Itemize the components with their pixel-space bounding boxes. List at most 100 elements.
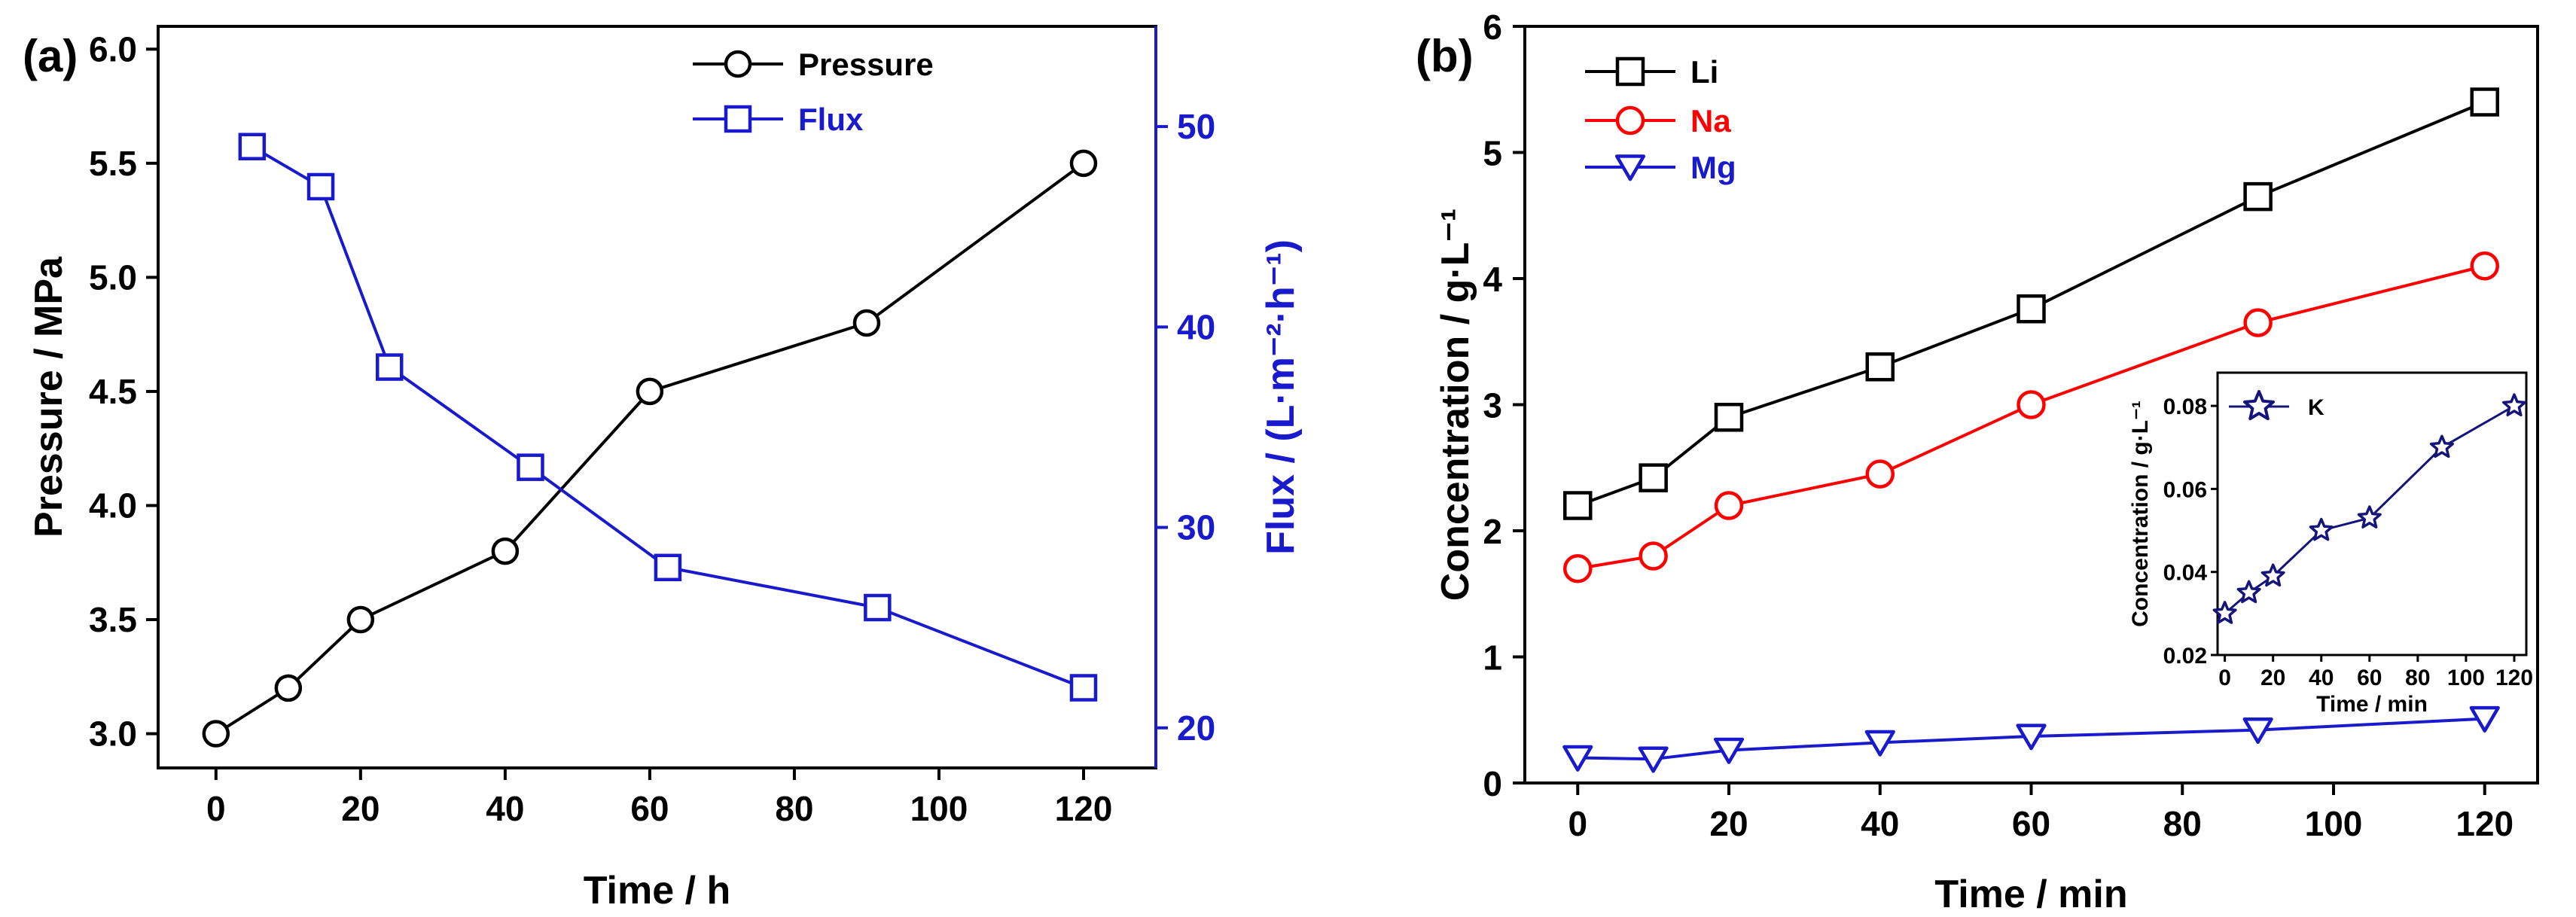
data-point-li	[1714, 403, 1744, 432]
legend-label-pressure: Pressure	[798, 47, 934, 82]
data-point-flux	[864, 593, 892, 622]
data-point-na	[1639, 541, 1668, 571]
y-tick-label: 5	[1483, 134, 1502, 173]
data-point-pressure	[202, 720, 230, 748]
inset-data-point-k	[2429, 434, 2454, 458]
x-tick-label: 80	[775, 789, 813, 828]
x-tick-label: 120	[2456, 804, 2514, 843]
x-tick-label: 60	[630, 789, 669, 828]
inset-y-axis-title: Concentration / g·L⁻¹	[2128, 401, 2153, 627]
inset-data-point-k	[2212, 601, 2237, 624]
x-axis-title: Time / h	[584, 869, 731, 912]
legend-marker-li	[1615, 56, 1645, 87]
x-tick-label: 0	[206, 789, 226, 828]
inset-x-tick-label: 100	[2447, 666, 2485, 690]
y2-tick-label: 20	[1177, 708, 1215, 748]
y-tick-label: 4.5	[89, 372, 137, 411]
data-point-pressure	[346, 605, 375, 634]
data-point-na	[1865, 459, 1895, 489]
y-tick-label: 3	[1483, 386, 1502, 425]
chart-panel-b: 0 20 40 60 80 100 120 0 1 2 3 4 5 6 Time / min Concentr…	[1416, 8, 2539, 916]
data-point-li	[1639, 463, 1668, 492]
x-tick-label: 20	[341, 789, 380, 828]
x-tick-label: 0	[1568, 804, 1587, 843]
data-point-flux	[238, 133, 267, 160]
chart-panel-a: 0 20 40 60 80 100 120 3.0 3.5 4.0 4.5 5.0 5.5 6.0 20 30…	[23, 25, 1303, 912]
data-point-li	[2470, 87, 2499, 117]
legend-marker-mg	[1614, 154, 1646, 181]
inset-chart: 0 20 40 60 80 100 120 0.02 0.04 0.06 0.08 Time / mi…	[2128, 371, 2533, 717]
data-point-pressure	[274, 674, 303, 702]
inset-data-point-k	[2236, 580, 2261, 604]
inset-legend-marker	[2242, 390, 2276, 421]
y2-tick-label: 50	[1177, 107, 1215, 146]
legend-marker-na	[1615, 105, 1645, 136]
inset-x-tick-label: 0	[2218, 666, 2231, 690]
data-point-na	[2017, 390, 2046, 419]
data-point-mg	[1864, 730, 1895, 757]
data-point-mg	[2016, 724, 2047, 751]
data-point-mg	[1713, 737, 1745, 764]
x-tick-label: 60	[2012, 804, 2050, 843]
data-point-flux	[306, 172, 335, 201]
data-point-pressure	[1069, 149, 1098, 178]
inset-legend-label: K	[2308, 395, 2324, 420]
inset-x-tick-label: 40	[2309, 666, 2334, 690]
inset-data-point-k	[2260, 563, 2285, 587]
y2-tick-label: 30	[1177, 508, 1215, 547]
data-point-flux	[517, 453, 544, 481]
series-line-flux	[251, 145, 1084, 690]
y-tick-label: 4	[1483, 260, 1502, 299]
y2-axis-title: Flux / (L·m⁻²·h⁻¹)	[1259, 239, 1303, 555]
inset-x-tick-label: 120	[2495, 666, 2533, 690]
data-point-flux	[1069, 674, 1098, 702]
inset-x-tick-label: 60	[2357, 666, 2382, 690]
data-point-mg	[2242, 717, 2273, 745]
panel-label-b: (b)	[1416, 31, 1474, 81]
legend-label-flux: Flux	[798, 102, 864, 137]
y-tick-label: 3.0	[89, 714, 137, 754]
data-point-na	[2243, 308, 2273, 337]
data-point-flux	[654, 553, 682, 582]
legend-label-mg: Mg	[1690, 150, 1736, 185]
data-point-pressure	[491, 537, 520, 565]
data-point-flux	[375, 353, 404, 381]
y-tick-label: 1	[1483, 638, 1502, 678]
x-tick-label: 120	[1055, 789, 1113, 828]
data-point-pressure	[852, 309, 881, 337]
legend-marker-pressure	[724, 50, 752, 78]
x-tick-label: 40	[486, 789, 524, 828]
data-point-mg	[2469, 705, 2500, 733]
legend-label-na: Na	[1690, 103, 1731, 139]
y-axis-title: Concentration / g·L⁻¹	[1434, 209, 1477, 601]
legend-label-li: Li	[1690, 54, 1718, 90]
data-point-li	[1563, 491, 1593, 520]
legend-marker-flux	[724, 105, 752, 133]
y-tick-label: 6	[1483, 8, 1502, 47]
y-tick-label: 5.0	[89, 257, 137, 297]
data-point-mg	[1562, 745, 1593, 772]
inset-x-tick-label: 20	[2260, 666, 2285, 690]
inset-data-point-k	[2501, 393, 2526, 416]
inset-x-axis-title: Time / min	[2316, 692, 2428, 717]
data-point-li	[2017, 294, 2046, 324]
data-point-pressure	[636, 377, 664, 406]
data-point-mg	[1638, 746, 1669, 773]
inset-data-point-k	[2309, 517, 2334, 541]
data-point-li	[2243, 181, 2273, 212]
y-axis-title: Pressure / MPa	[27, 256, 71, 538]
y2-tick-label: 40	[1177, 307, 1215, 346]
y-tick-label: 3.5	[89, 600, 137, 639]
x-tick-label: 20	[1709, 804, 1748, 843]
x-tick-label: 100	[2305, 804, 2363, 843]
y-tick-label: 4.0	[89, 486, 137, 525]
y-tick-label: 2	[1483, 512, 1502, 551]
data-point-na	[2470, 251, 2499, 281]
inset-x-tick-label: 80	[2405, 666, 2430, 690]
panel-label-a: (a)	[23, 31, 78, 81]
data-point-li	[1865, 352, 1895, 382]
inset-y-tick-label: 0.06	[2163, 477, 2207, 502]
data-point-na	[1714, 491, 1744, 520]
x-tick-label: 100	[910, 789, 968, 828]
